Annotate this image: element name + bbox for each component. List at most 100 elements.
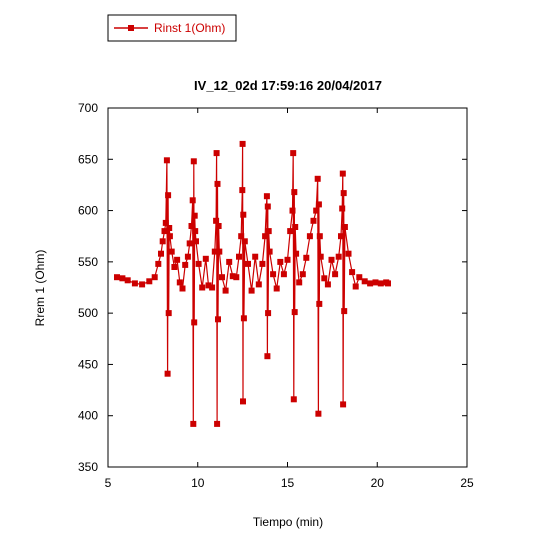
data-point	[174, 256, 181, 263]
data-point	[229, 273, 236, 280]
x-tick-label: 25	[460, 476, 474, 490]
data-point	[361, 278, 368, 285]
data-point	[293, 250, 300, 257]
data-point	[179, 285, 186, 292]
data-point	[315, 201, 322, 208]
data-point	[287, 228, 294, 235]
data-point	[165, 310, 172, 317]
data-point	[163, 157, 170, 164]
y-tick-label: 700	[78, 101, 98, 115]
data-point	[119, 275, 126, 282]
data-point	[162, 219, 169, 226]
data-point	[241, 238, 248, 245]
data-point	[240, 398, 246, 405]
data-point	[124, 277, 131, 284]
data-point	[151, 274, 158, 281]
data-point	[159, 238, 166, 245]
data-point	[182, 261, 189, 268]
data-point	[236, 253, 242, 260]
data-point	[171, 264, 178, 270]
data-point	[264, 353, 271, 360]
data-point	[266, 248, 273, 255]
data-point	[226, 258, 233, 265]
data-point	[328, 256, 335, 263]
data-point	[262, 233, 269, 240]
data-point	[188, 223, 195, 229]
data-point	[166, 233, 173, 240]
data-point	[314, 175, 321, 182]
data-point	[190, 420, 197, 427]
data-point	[202, 255, 209, 262]
data-point	[341, 224, 348, 230]
data-point	[213, 150, 220, 157]
data-point	[339, 170, 346, 177]
data-point	[176, 279, 183, 286]
data-point	[280, 271, 287, 278]
data-point	[339, 205, 346, 212]
y-tick-label: 400	[78, 409, 98, 423]
data-point	[263, 193, 270, 200]
data-point	[164, 370, 171, 377]
data-point	[332, 271, 339, 278]
data-point	[265, 228, 272, 235]
data-point	[213, 217, 220, 224]
data-point	[255, 281, 262, 288]
data-point	[299, 271, 306, 278]
data-point	[192, 228, 199, 235]
data-point	[377, 280, 384, 287]
data-point	[352, 283, 359, 290]
data-point	[367, 280, 374, 287]
data-point	[240, 211, 247, 218]
x-axis: 5 10 15 20 25	[105, 108, 474, 490]
data-point	[316, 233, 323, 240]
data-point	[277, 258, 284, 265]
data-point	[290, 396, 297, 403]
data-point	[190, 158, 197, 165]
data-point	[195, 260, 202, 267]
data-point	[191, 212, 198, 219]
data-point	[240, 315, 247, 322]
data-point	[338, 233, 344, 240]
data-point	[317, 253, 324, 260]
data-point	[219, 274, 225, 281]
data-point	[284, 256, 291, 263]
data-point	[139, 281, 146, 288]
y-axis-label: Rrem 1 (Ohm)	[33, 250, 47, 327]
x-tick-label: 15	[281, 476, 295, 490]
data-point	[211, 248, 218, 255]
series-rinst-1	[114, 140, 391, 427]
data-point	[205, 282, 212, 289]
data-point	[303, 254, 310, 261]
data-point	[265, 310, 272, 317]
data-point	[385, 280, 391, 287]
data-point	[239, 140, 246, 147]
y-tick-label: 650	[78, 152, 98, 166]
y-axis: 350 400 450 500 550 600 650 700	[78, 101, 467, 474]
data-point	[222, 287, 229, 294]
data-point	[216, 248, 223, 255]
data-point	[292, 224, 299, 230]
data-point	[356, 274, 363, 281]
data-point	[296, 279, 303, 286]
legend-marker	[128, 25, 134, 31]
plot-area	[107, 107, 468, 468]
data-point	[238, 233, 245, 240]
data-point	[199, 284, 206, 291]
data-point	[313, 207, 320, 214]
x-tick-label: 5	[105, 476, 112, 490]
legend: Rinst 1(Ohm)	[107, 14, 237, 42]
data-point	[341, 308, 348, 315]
data-point	[340, 190, 347, 197]
y-tick-label: 500	[78, 306, 98, 320]
data-point	[215, 223, 222, 229]
data-point	[321, 275, 328, 282]
y-tick-label: 600	[78, 204, 98, 218]
data-point	[146, 278, 153, 285]
data-point	[245, 260, 251, 267]
data-point	[114, 274, 120, 281]
data-point	[193, 238, 199, 245]
data-point	[340, 401, 347, 408]
data-point	[239, 187, 246, 194]
x-tick-label: 20	[371, 476, 385, 490]
